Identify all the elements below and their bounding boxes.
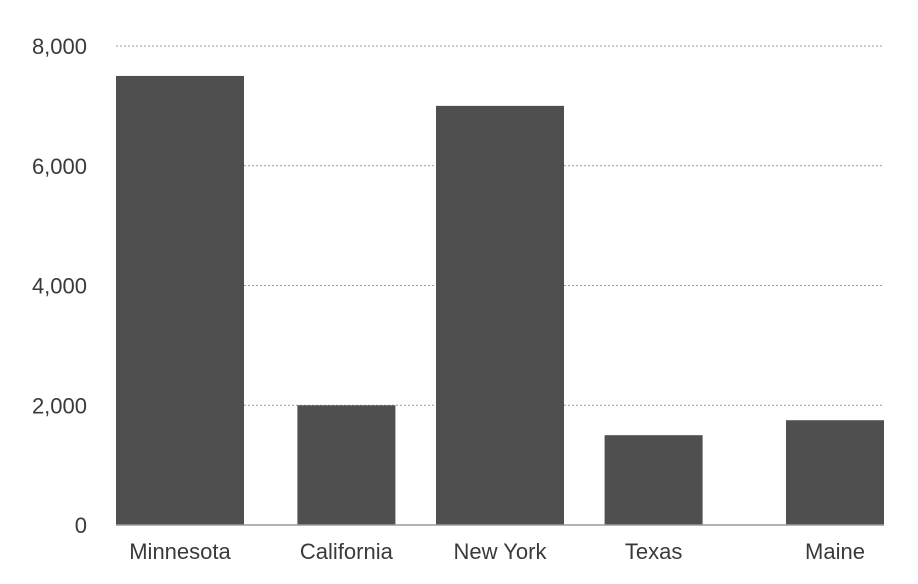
bar-maine <box>786 420 884 525</box>
y-axis-ticks: 0 2,000 4,000 6,000 8,000 <box>32 34 87 538</box>
y-tick-label: 0 <box>75 513 87 538</box>
bar-california <box>297 405 396 525</box>
y-tick-label: 8,000 <box>32 34 87 59</box>
x-tick-label: New York <box>454 539 548 564</box>
x-axis-ticks: Minnesota California New York Texas Maine <box>129 539 865 564</box>
bar-minnesota <box>116 75 244 525</box>
x-tick-label: Maine <box>805 539 865 564</box>
bars <box>116 75 884 525</box>
bar-texas <box>604 435 703 525</box>
y-tick-label: 6,000 <box>32 154 87 179</box>
bar-new-york <box>436 105 564 525</box>
y-tick-label: 2,000 <box>32 393 87 418</box>
y-tick-label: 4,000 <box>32 274 87 299</box>
x-tick-label: Texas <box>625 539 682 564</box>
x-tick-label: Minnesota <box>129 539 231 564</box>
x-tick-label: California <box>300 539 394 564</box>
